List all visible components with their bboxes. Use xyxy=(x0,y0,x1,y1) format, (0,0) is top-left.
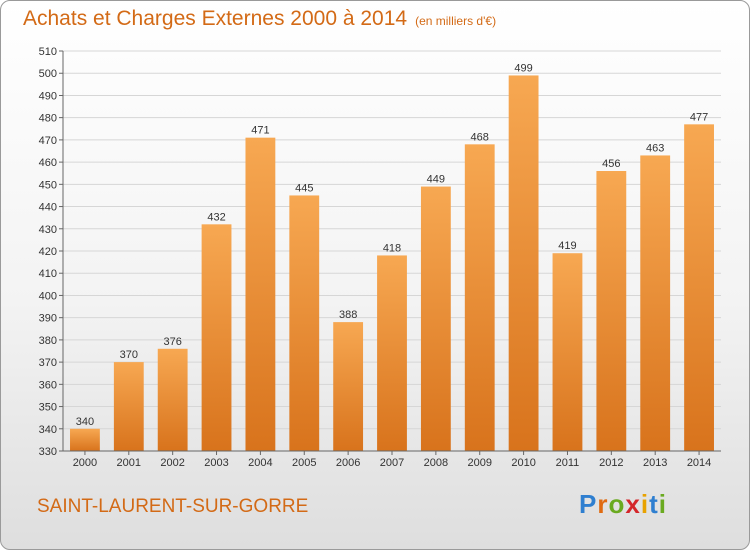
bar-2009 xyxy=(464,144,495,452)
chart-title-text: Achats et Charges Externes 2000 à 2014 xyxy=(23,7,408,30)
logo-letter: r xyxy=(597,489,609,519)
y-tick-label: 400 xyxy=(39,290,57,302)
bar-2013 xyxy=(640,155,671,451)
x-tick-label: 2012 xyxy=(599,457,623,469)
data-label-2006: 388 xyxy=(339,309,357,321)
proxiti-logo: Proxiti xyxy=(579,489,667,520)
bar-2007 xyxy=(377,255,407,451)
y-tick-label: 510 xyxy=(39,46,57,58)
y-tick-label: 470 xyxy=(39,135,57,147)
y-tick-label: 420 xyxy=(39,246,57,258)
commune-name: SAINT-LAURENT-SUR-GORRE xyxy=(37,496,309,517)
bar-2000 xyxy=(70,428,100,451)
data-label-2014: 477 xyxy=(690,111,708,123)
y-tick-label: 490 xyxy=(39,90,57,102)
bars: 340 370 376 432 471 445 388 418 449 468 499 419 456 4… xyxy=(70,62,714,452)
data-label-2002: 376 xyxy=(163,336,181,348)
data-label-2005: 445 xyxy=(295,182,313,194)
y-tick-label: 480 xyxy=(39,113,57,125)
x-tick-label: 2010 xyxy=(511,457,535,469)
axes: 330 340 350 360 370 380 390 400 410 420 430 440 450 4… xyxy=(39,46,721,469)
y-tick-label: 430 xyxy=(39,224,57,236)
data-label-2000: 340 xyxy=(76,416,94,428)
x-tick-label: 2008 xyxy=(424,457,448,469)
x-tick-label: 2001 xyxy=(117,457,141,469)
bar-2004 xyxy=(245,137,276,451)
y-tick-label: 500 xyxy=(39,68,57,80)
x-tick-label: 2013 xyxy=(643,457,667,469)
bar-2006 xyxy=(333,322,364,451)
data-label-2008: 449 xyxy=(427,174,445,186)
x-tick-label: 2005 xyxy=(292,457,316,469)
y-tick-label: 380 xyxy=(39,335,57,347)
bar-2003 xyxy=(201,224,232,451)
bar-2014 xyxy=(684,124,714,451)
bar-2010 xyxy=(508,75,539,451)
data-label-2004: 471 xyxy=(251,125,269,137)
bar-2005 xyxy=(289,195,320,451)
data-label-2009: 468 xyxy=(471,131,489,143)
y-tick-label: 340 xyxy=(39,424,57,436)
x-tick-label: 2014 xyxy=(687,457,711,469)
bar-2011 xyxy=(552,253,583,451)
logo-letter: t xyxy=(649,489,659,519)
x-tick-label: 2006 xyxy=(336,457,360,469)
y-tick-label: 460 xyxy=(39,157,57,169)
x-tick-label: 2007 xyxy=(380,457,404,469)
y-tick-label: 360 xyxy=(39,379,57,391)
x-tick-label: 2009 xyxy=(467,457,491,469)
data-label-2001: 370 xyxy=(120,349,138,361)
data-label-2011: 419 xyxy=(558,240,576,252)
data-label-2007: 418 xyxy=(383,242,401,254)
x-tick-label: 2011 xyxy=(556,457,580,469)
y-tick-label: 370 xyxy=(39,357,57,369)
x-tick-label: 2002 xyxy=(160,457,184,469)
data-label-2013: 463 xyxy=(646,142,664,154)
y-tick-label: 390 xyxy=(39,313,57,325)
y-tick-label: 440 xyxy=(39,202,57,214)
y-tick-label: 450 xyxy=(39,179,57,191)
bar-2001 xyxy=(113,362,144,451)
x-tick-label: 2000 xyxy=(73,457,97,469)
data-label-2012: 456 xyxy=(602,158,620,170)
y-tick-label: 410 xyxy=(39,268,57,280)
logo-letter: i xyxy=(658,489,667,519)
bar-2002 xyxy=(157,348,188,451)
logo-letter: P xyxy=(579,489,598,519)
x-tick-label: 2003 xyxy=(204,457,228,469)
data-label-2010: 499 xyxy=(514,62,532,74)
logo-letter: o xyxy=(608,489,626,519)
chart-subtitle: (en milliers d'€) xyxy=(415,14,497,28)
x-tick-label: 2004 xyxy=(248,457,272,469)
data-label-2003: 432 xyxy=(207,211,225,223)
bar-2012 xyxy=(596,171,627,451)
chart-title: Achats et Charges Externes 2000 à 2014 (e… xyxy=(23,7,496,31)
y-tick-label: 330 xyxy=(39,446,57,458)
bar-2008 xyxy=(420,186,451,452)
logo-letter: x xyxy=(625,489,641,519)
y-tick-label: 350 xyxy=(39,402,57,414)
logo-letter: i xyxy=(640,489,650,519)
